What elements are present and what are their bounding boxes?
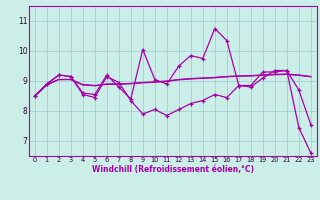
- X-axis label: Windchill (Refroidissement éolien,°C): Windchill (Refroidissement éolien,°C): [92, 165, 254, 174]
